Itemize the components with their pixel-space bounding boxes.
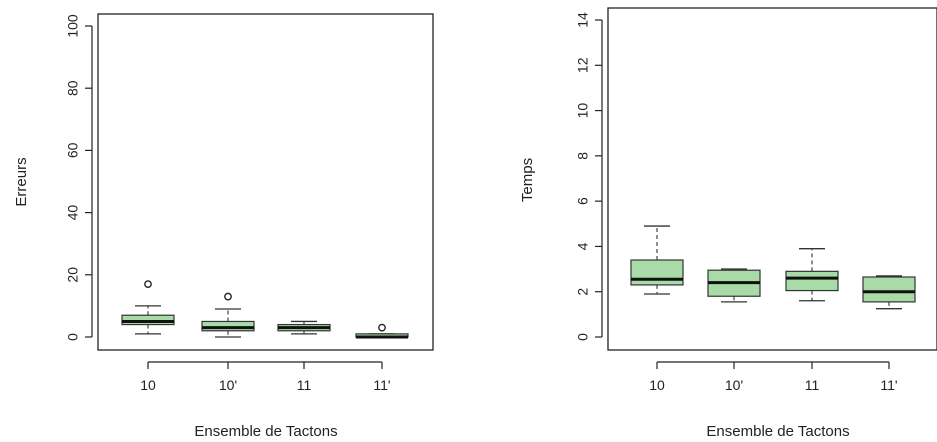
y-tick-label: 100 — [65, 14, 81, 38]
x-tick-label: 11 — [805, 377, 820, 393]
y-tick-label: 0 — [65, 333, 81, 341]
plot-frame — [607, 7, 937, 351]
x-tick-label: 11' — [880, 377, 897, 393]
box-iqr — [201, 320, 255, 332]
y-tick-label: 0 — [575, 333, 591, 341]
box-iqr — [862, 276, 916, 303]
y-tick-label: 20 — [65, 267, 81, 283]
y-tick-label: 60 — [65, 142, 81, 158]
y-tick-label: 10 — [575, 103, 591, 119]
outlier-point — [224, 292, 232, 301]
box-11' — [355, 323, 409, 339]
x-tick-label: 10' — [219, 377, 237, 393]
box-11' — [862, 275, 916, 310]
box-iqr — [121, 314, 175, 326]
x-tick-label: 11' — [373, 377, 390, 393]
x-axis-title: Ensemble de Tactons — [706, 423, 849, 440]
box-10 — [121, 280, 175, 335]
box-11 — [785, 248, 839, 302]
x-tick-label: 11 — [297, 377, 312, 393]
outlier-point — [378, 323, 386, 332]
outlier-point — [144, 280, 152, 289]
y-tick-label: 40 — [65, 205, 81, 221]
box-10' — [707, 268, 761, 303]
y-tick-label: 4 — [575, 242, 591, 250]
chart-panel-2: 0 2 4 6 8 10 12 14 10 10' 11 11' Ensemble de Tactons… — [519, 7, 937, 440]
plot-frame — [97, 13, 434, 351]
y-tick-label: 80 — [65, 80, 81, 96]
y-axis-title: Erreurs — [13, 157, 30, 206]
y-tick-label: 8 — [575, 152, 591, 160]
chart-panel-1: 0 20 40 60 80 100 10 10' 11 11' Ensemble de Tacton… — [13, 13, 434, 440]
y-tick-label: 14 — [575, 12, 591, 28]
box-10' — [201, 292, 255, 338]
x-tick-label: 10 — [649, 377, 665, 393]
x-axis-title: Ensemble de Tactons — [194, 423, 337, 440]
y-axis-title: Temps — [519, 158, 536, 202]
box-iqr — [630, 259, 684, 286]
x-tick-label: 10' — [725, 377, 743, 393]
box-iqr — [785, 270, 839, 292]
y-tick-label: 12 — [575, 57, 591, 73]
x-tick-label: 10 — [140, 377, 156, 393]
box-10 — [630, 225, 684, 295]
box-11 — [277, 320, 331, 335]
y-tick-label: 2 — [575, 288, 591, 296]
y-tick-label: 6 — [575, 197, 591, 205]
